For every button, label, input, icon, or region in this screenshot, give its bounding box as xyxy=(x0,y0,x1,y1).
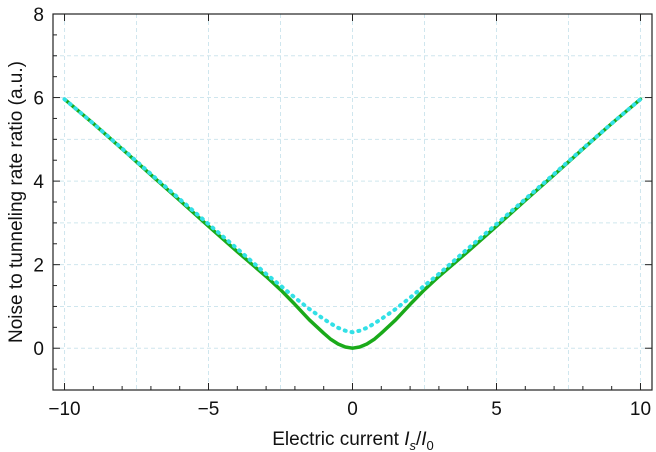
y-tick-label: 2 xyxy=(33,256,44,277)
x-tick-label: 0 xyxy=(347,399,358,420)
x-tick-label: 5 xyxy=(491,399,502,420)
y-tick-label: 0 xyxy=(33,339,44,360)
axis-ticks: −10 −5 0 5 10 0 2 4 6 8 xyxy=(33,5,652,420)
y-tick-label: 4 xyxy=(33,172,44,193)
x-tick-label: −10 xyxy=(48,399,80,420)
y-tick-label: 6 xyxy=(33,89,44,110)
series-line-2 xyxy=(62,97,643,335)
series-group xyxy=(62,97,643,350)
y-tick-label: 8 xyxy=(33,5,44,26)
y-axis-label: Noise to tunneling rate ratio (a.u.) xyxy=(6,61,27,343)
x-axis-label: Electric current Is/I0 xyxy=(272,429,434,452)
x-tick-label: 10 xyxy=(630,399,651,420)
x-tick-label: −5 xyxy=(198,399,220,420)
